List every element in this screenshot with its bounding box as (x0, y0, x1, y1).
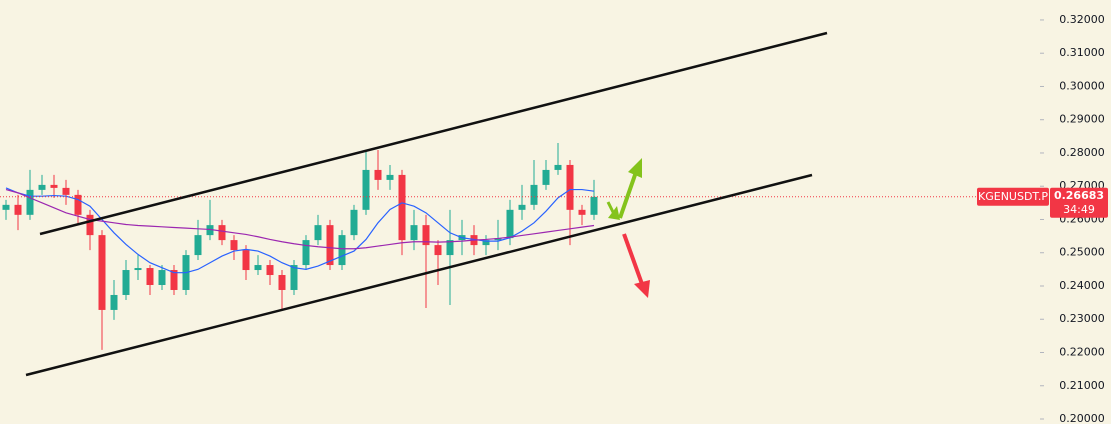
y-tick-label: 0.21000 (1059, 379, 1105, 392)
y-tick-label: 0.25000 (1059, 246, 1105, 259)
y-tick-label: 0.31000 (1059, 46, 1105, 59)
candle-body (422, 225, 430, 246)
candle-body (290, 265, 298, 290)
candle-body (146, 268, 154, 285)
candle-body (410, 225, 418, 241)
moving-average-line (5, 187, 595, 274)
candle-body (206, 225, 214, 236)
symbol-label: KGENUSDT.P (978, 190, 1048, 203)
candle-body (374, 169, 382, 180)
candle-body (518, 204, 526, 210)
candle-body (590, 196, 598, 215)
channel-lower-line (25, 173, 813, 377)
candle-body (122, 270, 130, 295)
y-tick-label: 0.32000 (1059, 13, 1105, 26)
candle-body (302, 240, 310, 266)
candle-body (194, 235, 202, 256)
symbol-tag (977, 187, 1049, 206)
price-axis: 0.20000 0.21000 0.22000 0.23000 0.24000 0.250… (977, 13, 1108, 424)
y-tick-label: 0.29000 (1059, 113, 1105, 126)
candle-body (530, 184, 538, 205)
candle-body (170, 270, 178, 290)
candle-body (230, 240, 238, 251)
candle-body (350, 209, 358, 236)
candle-body (134, 268, 142, 271)
candle-body (434, 245, 442, 256)
up-arrow (606, 158, 642, 220)
y-tick-label: 0.30000 (1059, 79, 1105, 92)
candle-body (494, 238, 502, 241)
candle-body (110, 294, 118, 310)
candle-body (386, 174, 394, 180)
candle-body (554, 164, 562, 170)
candles (0, 142, 977, 350)
candle-body (2, 204, 10, 210)
price-tag (1050, 187, 1108, 218)
candle-body (338, 235, 346, 266)
candle-body (362, 169, 370, 210)
y-tick-label: 0.24000 (1059, 279, 1105, 292)
y-tick-label: 0.22000 (1059, 346, 1105, 359)
candle-body (326, 225, 334, 266)
candle-body (74, 194, 82, 215)
candle-body (506, 209, 514, 239)
candle-body (278, 275, 286, 290)
candle-body (482, 240, 490, 246)
candle-body (446, 240, 454, 256)
candle-body (14, 204, 22, 215)
candle-body (314, 225, 322, 241)
countdown-label: 34:49 (1063, 203, 1095, 216)
candle-body (566, 164, 574, 210)
candle-body (578, 209, 586, 215)
candle-body (62, 187, 70, 195)
y-tick-label: 0.28000 (1059, 146, 1105, 159)
y-tick-label: 0.20000 (1059, 412, 1105, 424)
candle-body (38, 184, 46, 190)
candle-body (254, 265, 262, 271)
down-arrow (622, 233, 650, 298)
moving-average-line (5, 188, 595, 250)
candle-body (26, 189, 34, 215)
current-price-label: 0.26683 (1054, 189, 1104, 202)
channel-upper-line (39, 31, 828, 236)
candle-body (398, 174, 406, 241)
candle-body (242, 250, 250, 271)
candle-body (98, 235, 106, 310)
candle-body (218, 225, 226, 241)
candle-body (266, 265, 274, 276)
candle-body (50, 184, 58, 188)
candle-body (86, 214, 94, 236)
candle-body (542, 169, 550, 185)
y-tick-label: 0.23000 (1059, 312, 1105, 325)
candle-body (158, 270, 166, 285)
